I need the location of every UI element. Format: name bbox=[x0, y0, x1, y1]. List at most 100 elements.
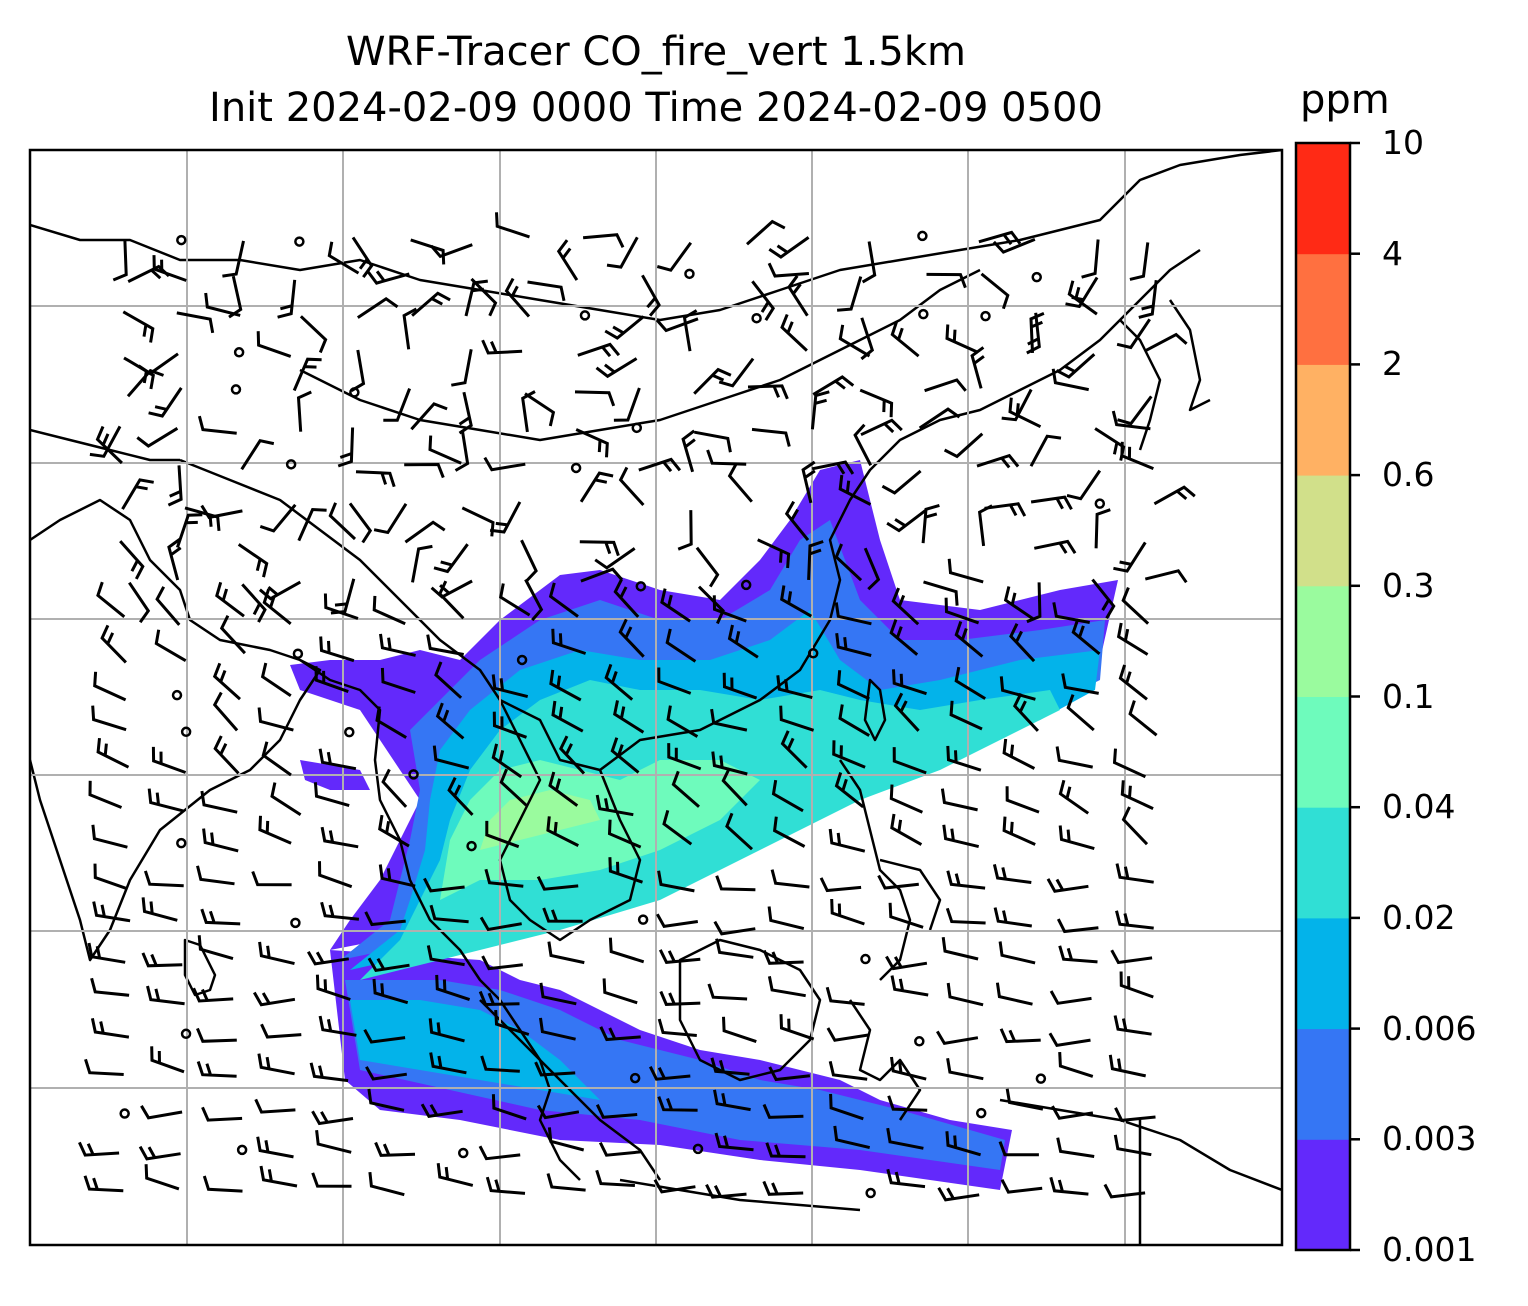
wind-barb bbox=[112, 240, 128, 282]
wind-barb bbox=[1000, 1179, 1043, 1194]
wind-barb bbox=[893, 692, 920, 732]
wind-barb bbox=[436, 1163, 474, 1187]
calm-wind-marker bbox=[629, 1072, 641, 1084]
wind-barb bbox=[196, 1061, 237, 1078]
calm-wind-marker bbox=[975, 1107, 987, 1119]
wind-barb bbox=[527, 280, 566, 302]
calm-wind-marker bbox=[807, 648, 819, 659]
wind-barb bbox=[941, 937, 979, 961]
wind-barb bbox=[946, 870, 986, 890]
wind-barb bbox=[819, 877, 862, 893]
calm-wind-marker bbox=[860, 953, 871, 965]
wind-barb bbox=[1094, 508, 1111, 549]
wind-barb bbox=[96, 737, 130, 769]
co-plume-shading bbox=[290, 460, 1118, 1190]
wind-barb bbox=[485, 1176, 526, 1195]
wind-barb bbox=[147, 788, 185, 813]
wind-barb bbox=[1058, 825, 1095, 851]
colorbar-tick-label: 10 bbox=[1382, 123, 1424, 162]
wind-barb bbox=[892, 669, 927, 696]
wind-barb bbox=[886, 1127, 924, 1150]
wind-barb bbox=[140, 1105, 183, 1120]
colorbar-tick-label: 0.001 bbox=[1382, 1230, 1477, 1269]
wind-barb bbox=[1114, 1107, 1156, 1122]
calm-wind-marker bbox=[119, 1108, 130, 1119]
wind-barb bbox=[1108, 1054, 1147, 1078]
wind-barb bbox=[1055, 353, 1096, 379]
wind-barb bbox=[1058, 779, 1090, 815]
wind-barb bbox=[943, 432, 984, 459]
wind-barb bbox=[451, 349, 473, 387]
wind-barb bbox=[745, 219, 786, 246]
wind-barb bbox=[1026, 582, 1042, 624]
wind-barb bbox=[204, 292, 241, 317]
wind-barb bbox=[924, 378, 967, 393]
wind-barb bbox=[95, 425, 123, 465]
colorbar-tick-label: 0.003 bbox=[1382, 1119, 1477, 1159]
wind-barb bbox=[942, 824, 980, 849]
wind-barb bbox=[481, 955, 523, 971]
wind-barb bbox=[1005, 786, 1040, 814]
wind-barb bbox=[954, 621, 984, 658]
wind-barb bbox=[259, 1165, 298, 1188]
wind-barb bbox=[378, 814, 410, 848]
wind-barb bbox=[945, 324, 979, 354]
wind-barb bbox=[429, 904, 469, 924]
wind-barb bbox=[313, 782, 350, 808]
wind-barb bbox=[438, 580, 465, 620]
wind-barb bbox=[215, 581, 245, 618]
wind-barb bbox=[548, 771, 579, 807]
wind-barb bbox=[993, 907, 1033, 928]
colorbar-tick-label: 0.006 bbox=[1382, 1008, 1477, 1048]
wind-barb bbox=[999, 1028, 1041, 1044]
wind-barb bbox=[184, 506, 221, 532]
wind-barb bbox=[658, 949, 701, 964]
wind-barb bbox=[889, 784, 924, 814]
wind-barb bbox=[175, 513, 203, 548]
wind-barb bbox=[146, 985, 185, 1006]
wind-barb bbox=[484, 868, 524, 888]
wind-barb bbox=[1128, 700, 1158, 737]
wind-barb bbox=[319, 636, 355, 663]
wind-barb bbox=[710, 1057, 750, 1076]
wind-barb bbox=[256, 1136, 294, 1159]
wind-barb bbox=[261, 741, 292, 777]
wind-barb bbox=[886, 1168, 926, 1189]
calm-wind-marker bbox=[635, 581, 647, 592]
wind-barb bbox=[713, 920, 756, 936]
wind-barb bbox=[604, 315, 645, 340]
wind-barb bbox=[551, 628, 587, 655]
wind-barb bbox=[1056, 918, 1099, 934]
wind-barb bbox=[936, 1030, 979, 1046]
wind-barb bbox=[167, 465, 183, 507]
wind-barb bbox=[937, 1186, 980, 1202]
wind-barb bbox=[582, 233, 625, 248]
wind-barb bbox=[945, 1131, 982, 1157]
calm-wind-marker bbox=[171, 689, 183, 701]
wind-barb bbox=[202, 1175, 243, 1193]
wind-barb bbox=[595, 794, 634, 817]
wind-barb bbox=[801, 460, 816, 504]
coastline-borneo bbox=[678, 938, 822, 1082]
wind-barb bbox=[671, 770, 700, 808]
wind-barb bbox=[296, 390, 312, 432]
wind-barb bbox=[167, 537, 182, 581]
coastline-china bbox=[599, 248, 1201, 771]
colorbar-segment bbox=[1296, 585, 1350, 697]
wind-barb bbox=[771, 779, 804, 813]
wind-barb bbox=[428, 435, 462, 465]
wind-barb bbox=[999, 676, 1036, 701]
wind-barb bbox=[779, 705, 815, 732]
wind-barb bbox=[838, 474, 872, 506]
wind-barb bbox=[213, 735, 240, 775]
wind-barb bbox=[655, 317, 699, 333]
calm-wind-marker bbox=[865, 1187, 876, 1199]
wind-barb bbox=[656, 241, 693, 272]
wind-barb bbox=[1153, 485, 1196, 506]
wind-barb bbox=[90, 1017, 130, 1039]
wind-barb bbox=[318, 1015, 357, 1037]
wind-barb bbox=[176, 311, 215, 334]
wind-barb bbox=[337, 427, 355, 468]
wind-barb bbox=[411, 544, 433, 583]
wind-barb bbox=[137, 352, 179, 376]
